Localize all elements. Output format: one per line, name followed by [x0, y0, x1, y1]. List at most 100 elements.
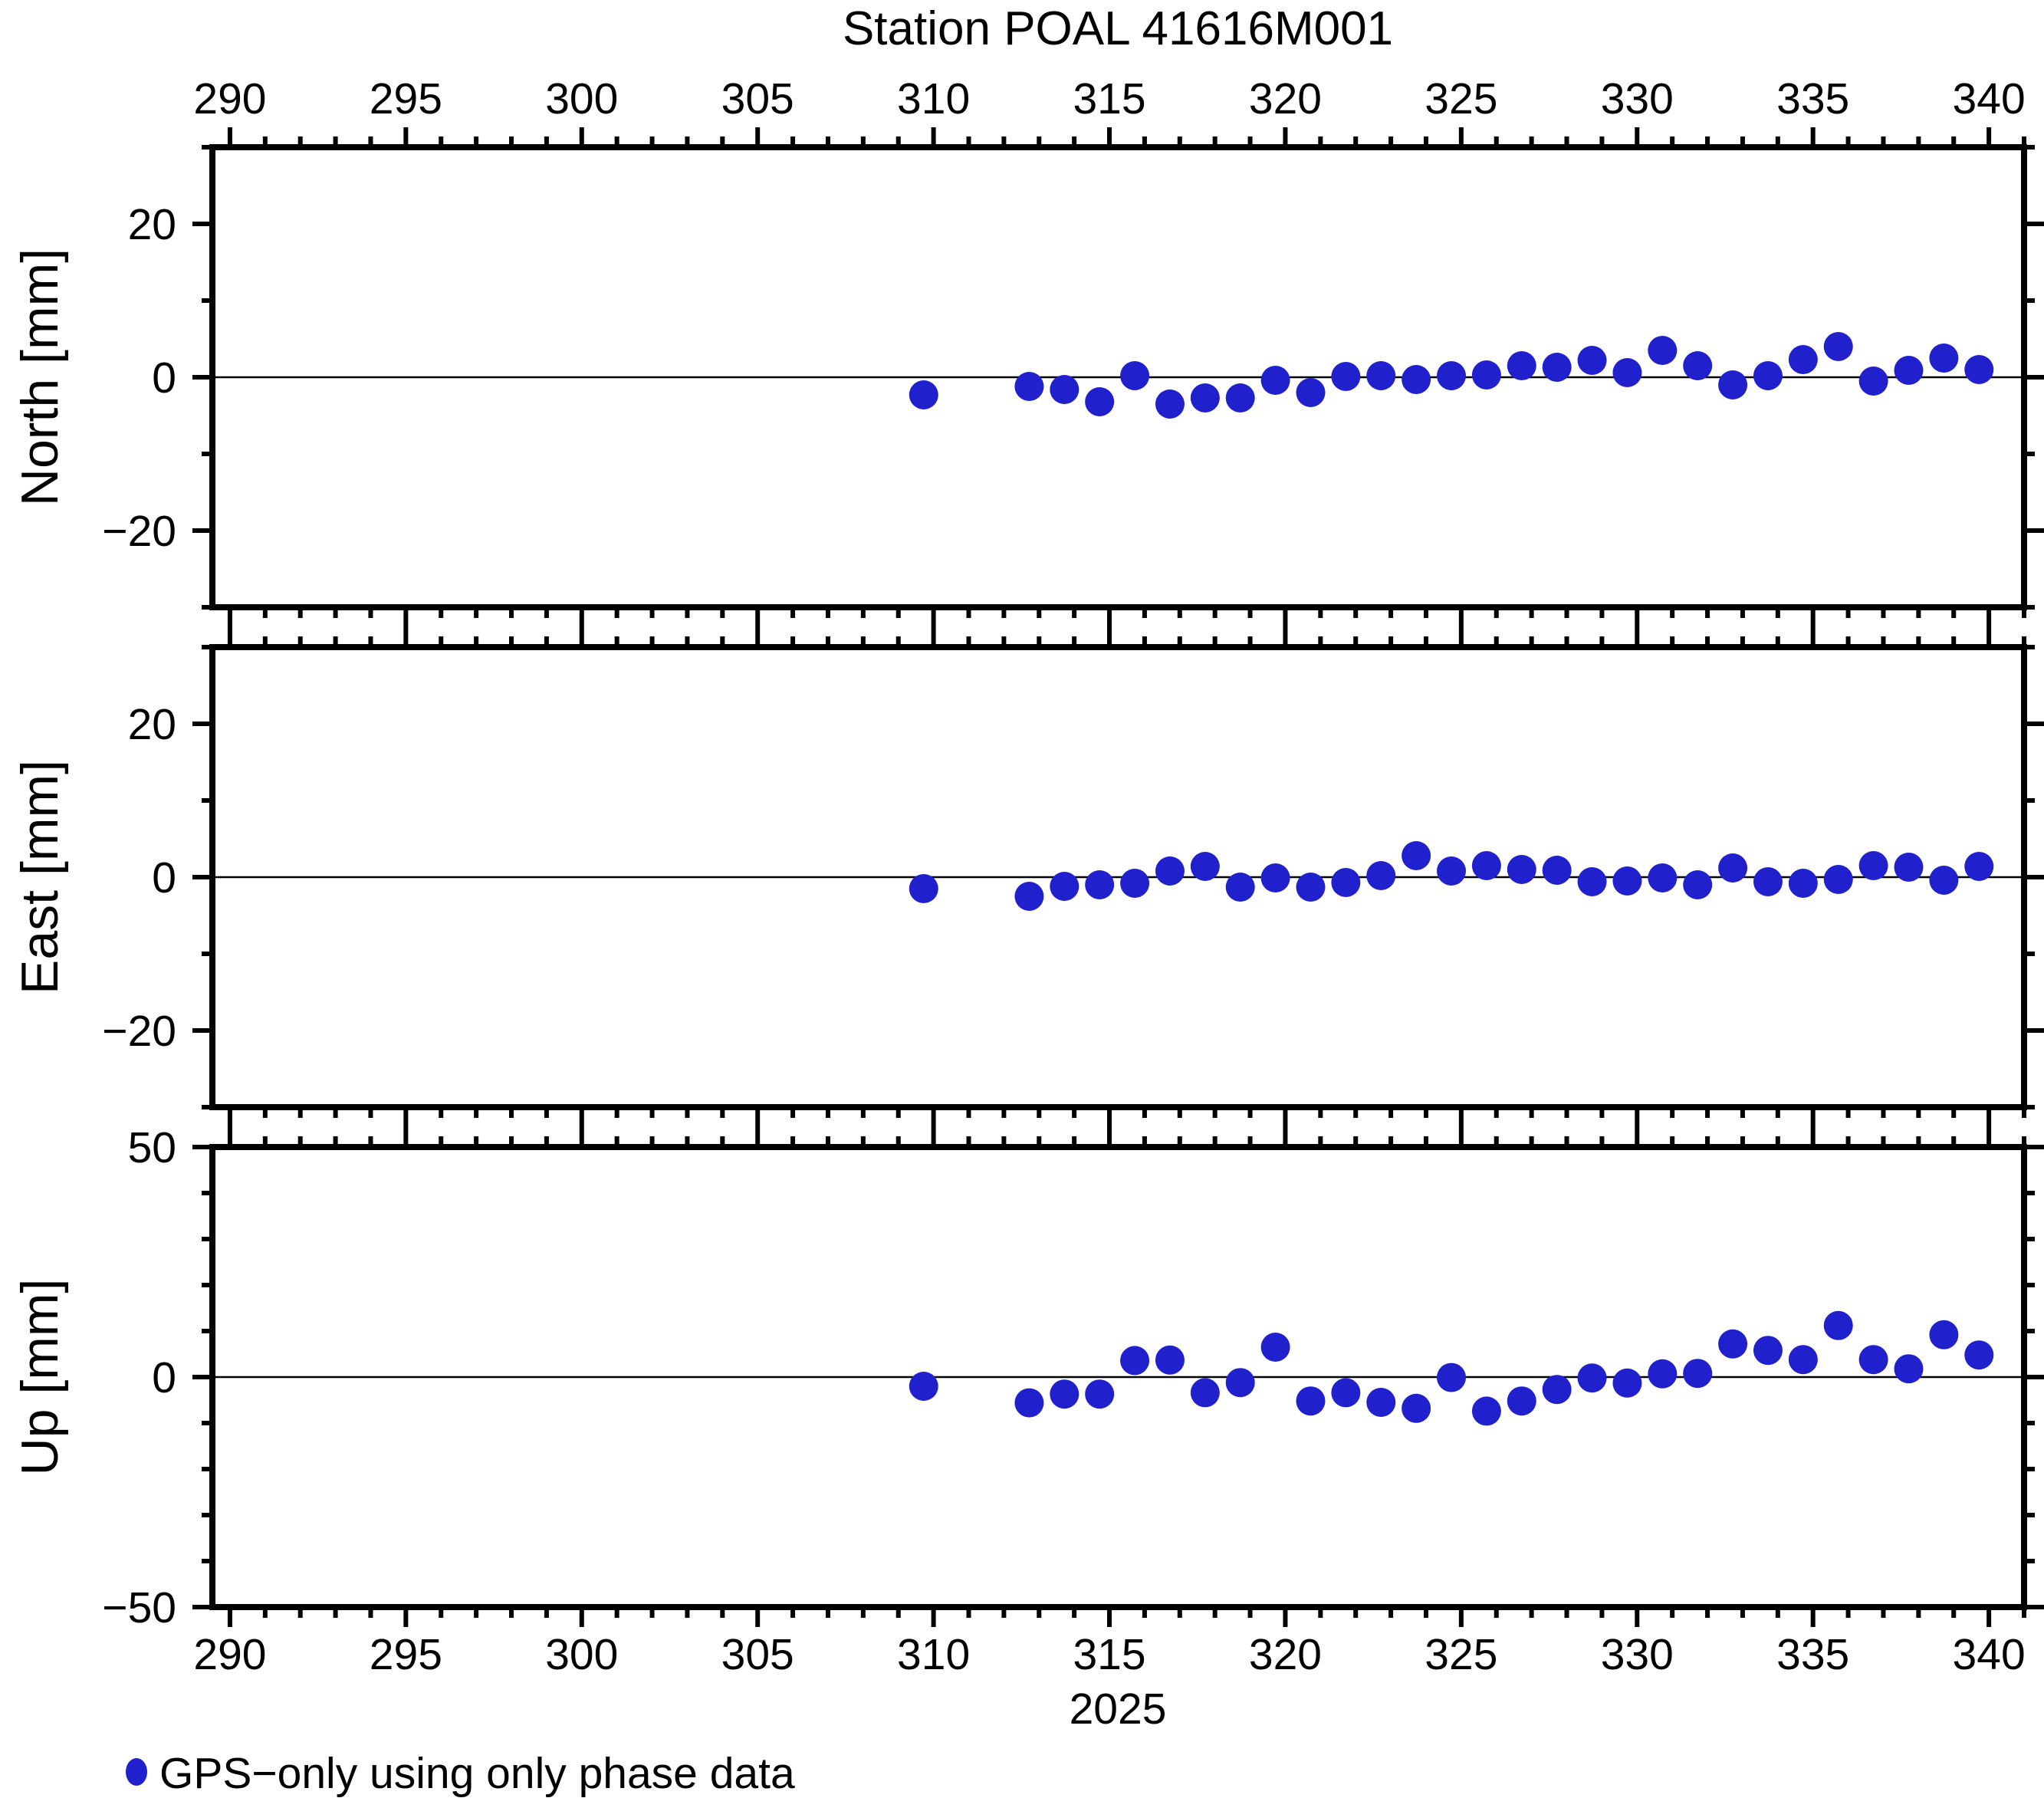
data-point [1260, 366, 1290, 395]
y-axis-title-north: North [mm] [11, 248, 69, 506]
data-point [1296, 1386, 1326, 1416]
y-tick-label: 0 [152, 853, 176, 902]
y-tick-label: −20 [102, 1007, 176, 1056]
x-tick-label-bottom: 290 [193, 1630, 266, 1679]
data-point [1929, 1320, 1959, 1349]
x-axis-year-label: 2025 [1070, 1685, 1167, 1734]
data-point [1929, 343, 1959, 373]
x-tick-label-top: 320 [1249, 74, 1322, 123]
data-point [1894, 1354, 1924, 1384]
data-point [1964, 355, 1994, 384]
data-point [1225, 1368, 1255, 1398]
x-tick-label-top: 325 [1425, 74, 1497, 123]
data-point [1788, 869, 1818, 898]
data-point [1190, 1378, 1220, 1408]
y-tick-label: −50 [102, 1583, 176, 1632]
legend-label: GPS−only using only phase data [159, 1749, 795, 1798]
data-point [1437, 1362, 1467, 1392]
data-point [1683, 351, 1713, 380]
page-title: Station POAL 41616M001 [843, 2, 1393, 55]
data-point [1507, 1386, 1536, 1416]
data-point [1471, 360, 1501, 390]
data-point [1507, 351, 1536, 380]
data-point [1190, 383, 1220, 413]
data-point [1296, 378, 1326, 407]
data-point [1050, 872, 1080, 901]
data-point [1225, 873, 1255, 902]
data-point [1823, 865, 1853, 894]
y-tick-label: 0 [152, 1353, 176, 1402]
data-point [1964, 1340, 1994, 1370]
data-point [1542, 856, 1572, 885]
data-point [1120, 869, 1150, 898]
x-tick-label-top: 315 [1073, 74, 1145, 123]
data-point [1471, 851, 1501, 880]
data-point [1929, 866, 1959, 895]
data-point [1542, 353, 1572, 382]
data-point [1155, 856, 1185, 886]
x-tick-label-bottom: 310 [897, 1630, 970, 1679]
x-tick-label-top: 305 [721, 74, 794, 123]
data-point [1648, 863, 1678, 892]
data-point [1085, 387, 1115, 416]
data-point [1788, 1345, 1818, 1375]
data-point [1753, 361, 1783, 390]
data-point [1648, 336, 1678, 365]
data-point [1683, 1359, 1713, 1389]
data-point [1190, 852, 1220, 881]
data-point [1858, 367, 1888, 396]
x-tick-label-top: 310 [897, 74, 970, 123]
x-tick-label-bottom: 315 [1073, 1630, 1145, 1679]
data-point [1437, 361, 1467, 390]
y-tick-label: 0 [152, 353, 176, 403]
y-axis-title-east: East [mm] [11, 760, 69, 994]
data-point [1402, 365, 1431, 394]
y-tick-label: −20 [102, 507, 176, 556]
data-point [1260, 1333, 1290, 1362]
data-point [1507, 855, 1536, 884]
data-point [1014, 1388, 1044, 1418]
axis-ticks [192, 1127, 2044, 1627]
data-point [1753, 867, 1783, 896]
panel-frame [209, 644, 2027, 1110]
data-point [1366, 361, 1396, 390]
x-tick-label-bottom: 330 [1601, 1630, 1674, 1679]
x-tick-label-bottom: 295 [370, 1630, 442, 1679]
data-point [1823, 332, 1853, 361]
data-point [1648, 1359, 1678, 1389]
data-point [1788, 345, 1818, 374]
legend-marker-icon [126, 1758, 147, 1786]
panel-up: −50 0 50 [102, 1123, 2044, 1632]
data-point [909, 380, 938, 409]
data-point [1718, 370, 1748, 399]
y-axis-title-up: Up [mm] [11, 1279, 69, 1476]
data-point [1050, 375, 1080, 404]
panels-group: −20 0 20 −20 0 20 −50 0 50 290 290 295 295 300 300 305 3… [102, 74, 2044, 1679]
data-point [1823, 1310, 1853, 1340]
data-point [1753, 1336, 1783, 1366]
x-tick-label-top: 295 [370, 74, 442, 123]
y-tick-label: 20 [128, 200, 176, 249]
x-tick-label-top: 340 [1953, 74, 2026, 123]
x-tick-label-bottom: 340 [1953, 1630, 2026, 1679]
data-point [1331, 362, 1361, 391]
data-point [1542, 1375, 1572, 1405]
legend: GPS−only using only phase data [126, 1749, 795, 1798]
data-point [1894, 853, 1924, 882]
axis-ticks [192, 127, 2044, 627]
data-point [909, 1372, 938, 1401]
panel-frame [209, 1144, 2027, 1610]
panel-north: −20 0 20 [102, 127, 2044, 627]
data-point [1155, 390, 1185, 419]
data-point [1050, 1379, 1080, 1409]
data-point [1612, 358, 1642, 387]
axis-ticks [192, 627, 2044, 1127]
data-point [1402, 1393, 1431, 1423]
x-tick-label-bottom: 320 [1249, 1630, 1322, 1679]
data-point [1085, 1379, 1115, 1409]
data-point [1331, 868, 1361, 897]
x-tick-label-top: 335 [1776, 74, 1849, 123]
x-tick-label-top: 300 [545, 74, 618, 123]
y-tick-label: 50 [128, 1123, 176, 1172]
